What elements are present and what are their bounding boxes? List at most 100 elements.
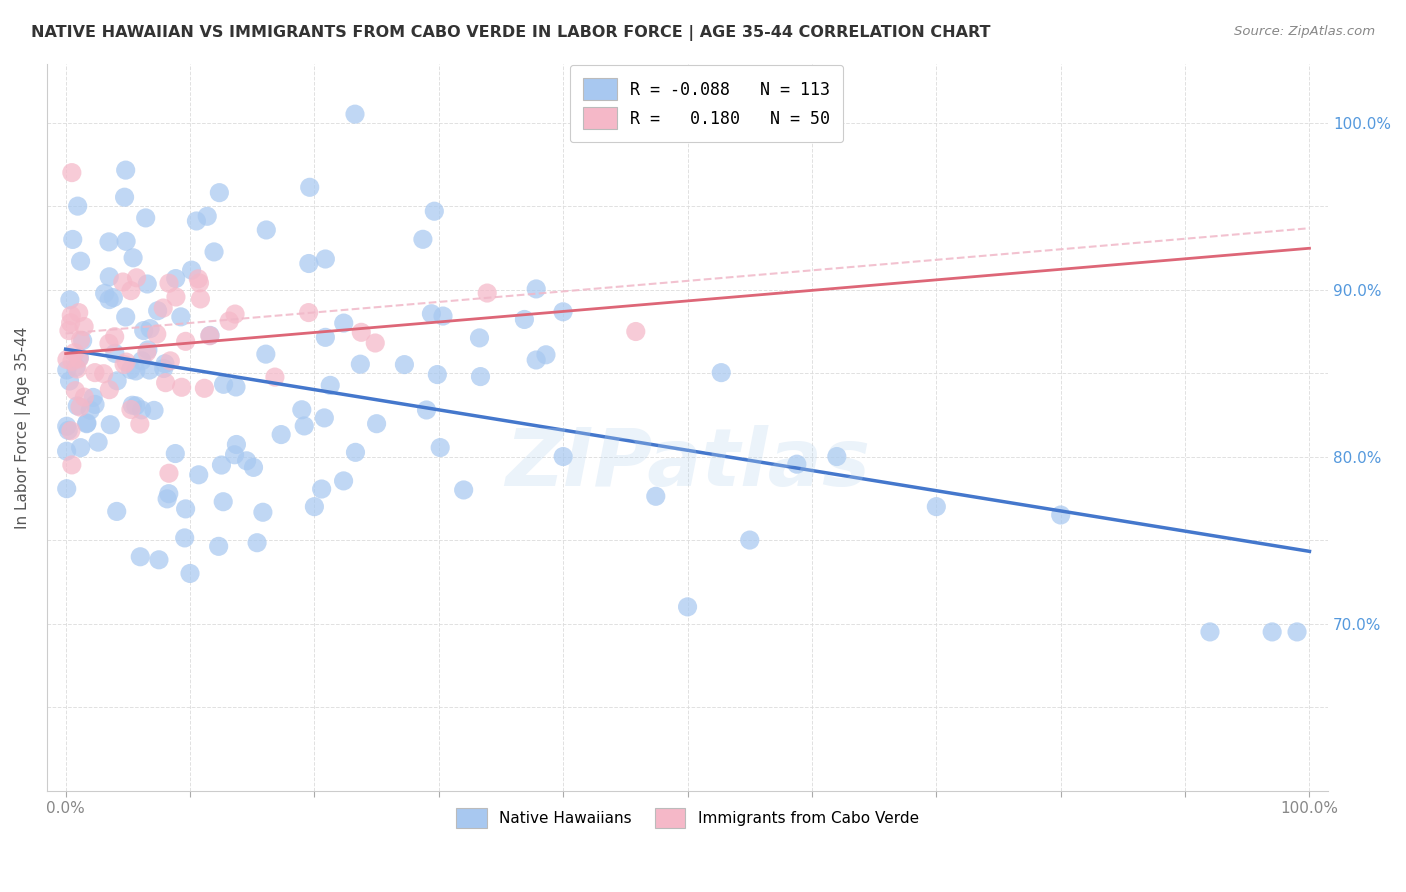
Point xyxy=(188,276,211,290)
Point xyxy=(87,435,110,450)
Point xyxy=(264,370,287,384)
Point xyxy=(59,424,82,438)
Point xyxy=(211,458,233,472)
Point xyxy=(132,324,155,338)
Text: NATIVE HAWAIIAN VS IMMIGRANTS FROM CABO VERDE IN LABOR FORCE | AGE 35-44 CORRELA: NATIVE HAWAIIAN VS IMMIGRANTS FROM CABO … xyxy=(31,25,990,41)
Point xyxy=(786,457,808,471)
Point xyxy=(65,384,87,398)
Point xyxy=(146,327,169,342)
Point xyxy=(1286,624,1309,639)
Point xyxy=(98,293,121,307)
Point xyxy=(97,336,120,351)
Point xyxy=(187,467,209,482)
Point xyxy=(332,474,354,488)
Point xyxy=(103,291,125,305)
Point xyxy=(69,333,91,347)
Point xyxy=(224,307,246,321)
Point xyxy=(66,199,89,213)
Point xyxy=(120,402,142,417)
Point xyxy=(139,321,162,335)
Point xyxy=(225,437,247,451)
Point xyxy=(513,312,536,326)
Point xyxy=(55,444,77,458)
Point xyxy=(470,369,492,384)
Point xyxy=(58,423,80,437)
Point xyxy=(131,403,153,417)
Point xyxy=(1199,624,1222,639)
Point xyxy=(73,319,96,334)
Point xyxy=(710,366,733,380)
Point xyxy=(131,353,153,368)
Point xyxy=(198,328,221,343)
Point xyxy=(170,380,193,394)
Point xyxy=(319,378,342,392)
Point xyxy=(738,533,761,547)
Y-axis label: In Labor Force | Age 35-44: In Labor Force | Age 35-44 xyxy=(15,326,31,529)
Point xyxy=(143,403,166,417)
Point xyxy=(93,367,115,381)
Point xyxy=(55,419,77,434)
Point xyxy=(69,441,91,455)
Point xyxy=(114,190,136,204)
Point xyxy=(394,358,416,372)
Point xyxy=(1049,508,1071,522)
Point xyxy=(148,553,170,567)
Point xyxy=(60,354,83,368)
Point xyxy=(157,277,180,291)
Point xyxy=(146,303,169,318)
Point xyxy=(165,271,187,285)
Point xyxy=(174,334,197,349)
Point xyxy=(63,345,86,359)
Point xyxy=(65,360,87,375)
Point xyxy=(225,380,247,394)
Point xyxy=(115,235,138,249)
Point xyxy=(825,450,848,464)
Point xyxy=(98,383,121,397)
Point xyxy=(135,211,157,225)
Point xyxy=(79,403,101,417)
Point xyxy=(198,328,221,343)
Point xyxy=(111,275,134,289)
Point xyxy=(925,500,948,514)
Point xyxy=(246,535,269,549)
Point xyxy=(298,305,321,319)
Point xyxy=(202,244,225,259)
Point xyxy=(136,277,159,291)
Point xyxy=(125,270,148,285)
Point xyxy=(343,107,366,121)
Point xyxy=(98,269,121,284)
Point xyxy=(218,314,240,328)
Point xyxy=(112,358,135,372)
Point xyxy=(66,399,89,413)
Point xyxy=(344,445,367,459)
Point xyxy=(311,482,333,496)
Point xyxy=(174,501,197,516)
Point xyxy=(624,325,647,339)
Point xyxy=(212,377,235,392)
Point xyxy=(82,391,104,405)
Point xyxy=(235,454,257,468)
Point xyxy=(66,362,89,376)
Point xyxy=(59,316,82,330)
Point xyxy=(190,292,212,306)
Point xyxy=(644,489,666,503)
Point xyxy=(152,361,174,376)
Point xyxy=(332,316,354,330)
Point xyxy=(291,402,314,417)
Point xyxy=(93,286,115,301)
Point xyxy=(153,357,176,371)
Point xyxy=(122,251,145,265)
Point xyxy=(62,232,84,246)
Point xyxy=(186,214,208,228)
Point xyxy=(208,539,231,553)
Point xyxy=(84,366,107,380)
Point xyxy=(524,353,547,368)
Point xyxy=(314,411,336,425)
Text: ZIPatlas: ZIPatlas xyxy=(505,425,870,503)
Point xyxy=(136,343,159,357)
Point xyxy=(195,209,218,223)
Point xyxy=(60,166,83,180)
Point xyxy=(104,329,127,343)
Point xyxy=(676,599,699,614)
Point xyxy=(114,310,136,324)
